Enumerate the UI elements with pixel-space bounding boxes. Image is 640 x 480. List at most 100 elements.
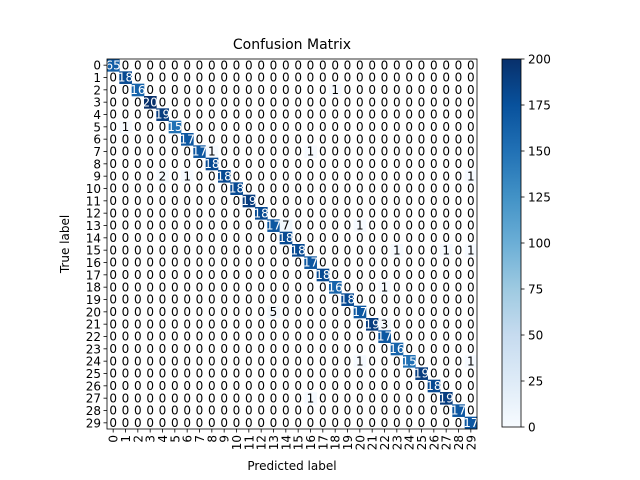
cell-value-label: 0 [455, 416, 463, 430]
cell-value-label: 0 [196, 132, 204, 146]
cell-value-label: 0 [368, 342, 376, 356]
cell-value-label: 0 [442, 367, 450, 381]
y-tick-label: 7 [93, 145, 101, 159]
y-tick-label: 21 [86, 318, 101, 332]
cell-value-label: 0 [109, 243, 117, 257]
cell-value-label: 0 [442, 71, 450, 85]
cell-value-label: 0 [418, 194, 426, 208]
cell-value-label: 0 [171, 305, 179, 319]
y-tick-label: 28 [86, 404, 101, 418]
cell-value-label: 0 [344, 317, 352, 331]
cell-value-label: 0 [356, 317, 364, 331]
x-tick-label: 12 [255, 435, 269, 450]
cell-value-label: 0 [183, 330, 191, 344]
cell-value-label: 0 [393, 354, 401, 368]
cell-value-label: 0 [467, 231, 475, 245]
cell-value-label: 0 [270, 367, 278, 381]
cell-value-label: 0 [196, 58, 204, 72]
cell-value-label: 0 [122, 145, 130, 159]
y-tick-label: 5 [93, 120, 101, 134]
cell-value-label: 0 [405, 132, 413, 146]
cell-value-label: 0 [405, 256, 413, 270]
cell-value-label: 0 [270, 120, 278, 134]
cell-value-label: 0 [196, 317, 204, 331]
heatmap-cell [464, 244, 478, 257]
cell-value-label: 0 [405, 293, 413, 307]
cell-value-label: 0 [171, 391, 179, 405]
heatmap-cell [329, 83, 342, 97]
cell-value-label: 0 [257, 280, 265, 294]
cell-value-label: 0 [233, 354, 241, 368]
cell-value-label: 0 [134, 182, 142, 196]
cell-value-label: 0 [344, 219, 352, 233]
cell-value-label: 0 [122, 305, 130, 319]
cell-value-label: 0 [245, 157, 253, 171]
cell-value-label: 0 [356, 145, 364, 159]
cell-value-label: 0 [307, 317, 315, 331]
cell-value-label: 0 [282, 243, 290, 257]
cell-value-label: 0 [405, 305, 413, 319]
cell-value-label: 0 [455, 83, 463, 97]
x-tick-label: 6 [181, 435, 195, 443]
cell-value-label: 0 [109, 305, 117, 319]
cell-value-label: 0 [183, 120, 191, 134]
cell-value-label: 0 [455, 367, 463, 381]
cell-value-label: 0 [245, 108, 253, 122]
cell-value-label: 0 [356, 256, 364, 270]
cell-value-label: 0 [196, 367, 204, 381]
cell-value-label: 0 [430, 416, 438, 430]
cell-value-label: 0 [233, 256, 241, 270]
cell-value-label: 0 [233, 243, 241, 257]
heatmap-cell [464, 416, 478, 430]
cell-value-label: 0 [171, 182, 179, 196]
cell-value-label: 0 [282, 305, 290, 319]
cell-value-label: 0 [294, 305, 302, 319]
cell-value-label: 0 [270, 83, 278, 97]
cell-value-label: 0 [270, 317, 278, 331]
cell-value-label: 0 [307, 342, 315, 356]
cell-value-label: 0 [282, 71, 290, 85]
cell-value-label: 0 [220, 268, 228, 282]
cell-value-label: 0 [393, 256, 401, 270]
cell-value-label: 0 [344, 367, 352, 381]
cell-value-label: 0 [307, 404, 315, 418]
cell-value-label: 0 [418, 391, 426, 405]
cell-value-label: 0 [122, 404, 130, 418]
cell-value-label: 0 [146, 404, 154, 418]
cell-value-label: 0 [418, 330, 426, 344]
cell-value-label: 0 [294, 330, 302, 344]
cell-value-label: 19 [155, 108, 170, 122]
cell-value-label: 0 [381, 71, 389, 85]
cell-value-label: 0 [146, 120, 154, 134]
cell-value-label: 0 [109, 169, 117, 183]
cell-value-label: 0 [183, 391, 191, 405]
heatmap-cell [119, 71, 132, 84]
cell-value-label: 0 [109, 132, 117, 146]
cell-value-label: 0 [245, 404, 253, 418]
cell-value-label: 0 [183, 206, 191, 220]
cell-value-label: 0 [109, 182, 117, 196]
heatmap-cell [279, 231, 293, 245]
cell-value-label: 0 [344, 305, 352, 319]
cell-value-label: 0 [455, 268, 463, 282]
cell-value-label: 1 [393, 243, 401, 257]
cell-value-label: 0 [368, 95, 376, 109]
cell-value-label: 0 [122, 206, 130, 220]
cell-value-label: 0 [356, 58, 364, 72]
cell-value-label: 0 [405, 379, 413, 393]
cell-value-label: 0 [430, 305, 438, 319]
heatmap-cell [378, 281, 391, 294]
cell-value-label: 0 [344, 243, 352, 257]
cell-value-label: 0 [109, 280, 117, 294]
cell-value-label: 0 [356, 342, 364, 356]
cell-value-label: 0 [319, 194, 327, 208]
cell-value-label: 1 [208, 145, 216, 159]
heatmap-cell [464, 170, 478, 183]
heatmap-cell [230, 182, 243, 195]
cell-value-label: 0 [208, 256, 216, 270]
cell-value-label: 0 [196, 416, 204, 430]
cell-value-label: 0 [294, 169, 302, 183]
cell-value-label: 0 [368, 145, 376, 159]
heatmap-cell [440, 244, 453, 257]
colorbar-tick-label: 75 [528, 283, 543, 297]
